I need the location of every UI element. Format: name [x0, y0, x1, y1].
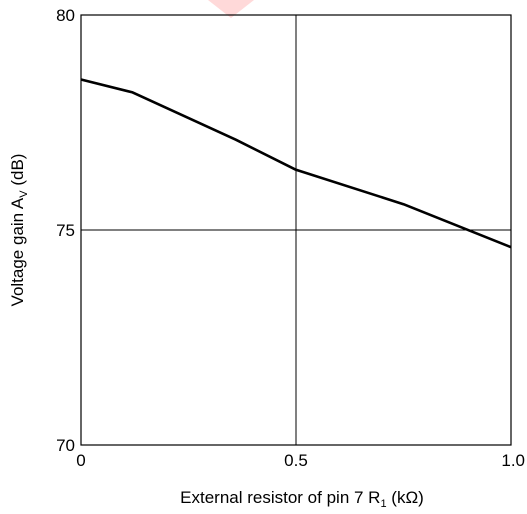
x-tick-label-0: 0 [76, 451, 85, 470]
x-axis-label: External resistor of pin 7 R1 (kΩ) [180, 488, 424, 510]
series-line-0 [80, 78, 512, 249]
x-tick-label-2: 1.0 [501, 451, 525, 470]
plot-frame [80, 14, 512, 446]
y-tick-labels: 70 75 80 [56, 6, 75, 455]
y-tick-label-1: 75 [56, 221, 75, 240]
grid-lines [81, 15, 511, 445]
y-tick-label-2: 80 [56, 6, 75, 25]
y-axis-label: Voltage gain AV (dB) [8, 154, 30, 307]
y-tick-label-0: 70 [56, 436, 75, 455]
x-tick-labels: 0 0.5 1.0 [76, 451, 525, 470]
series-layer [80, 78, 512, 249]
watermark-mark [208, 0, 254, 18]
x-tick-label-1: 0.5 [284, 451, 308, 470]
